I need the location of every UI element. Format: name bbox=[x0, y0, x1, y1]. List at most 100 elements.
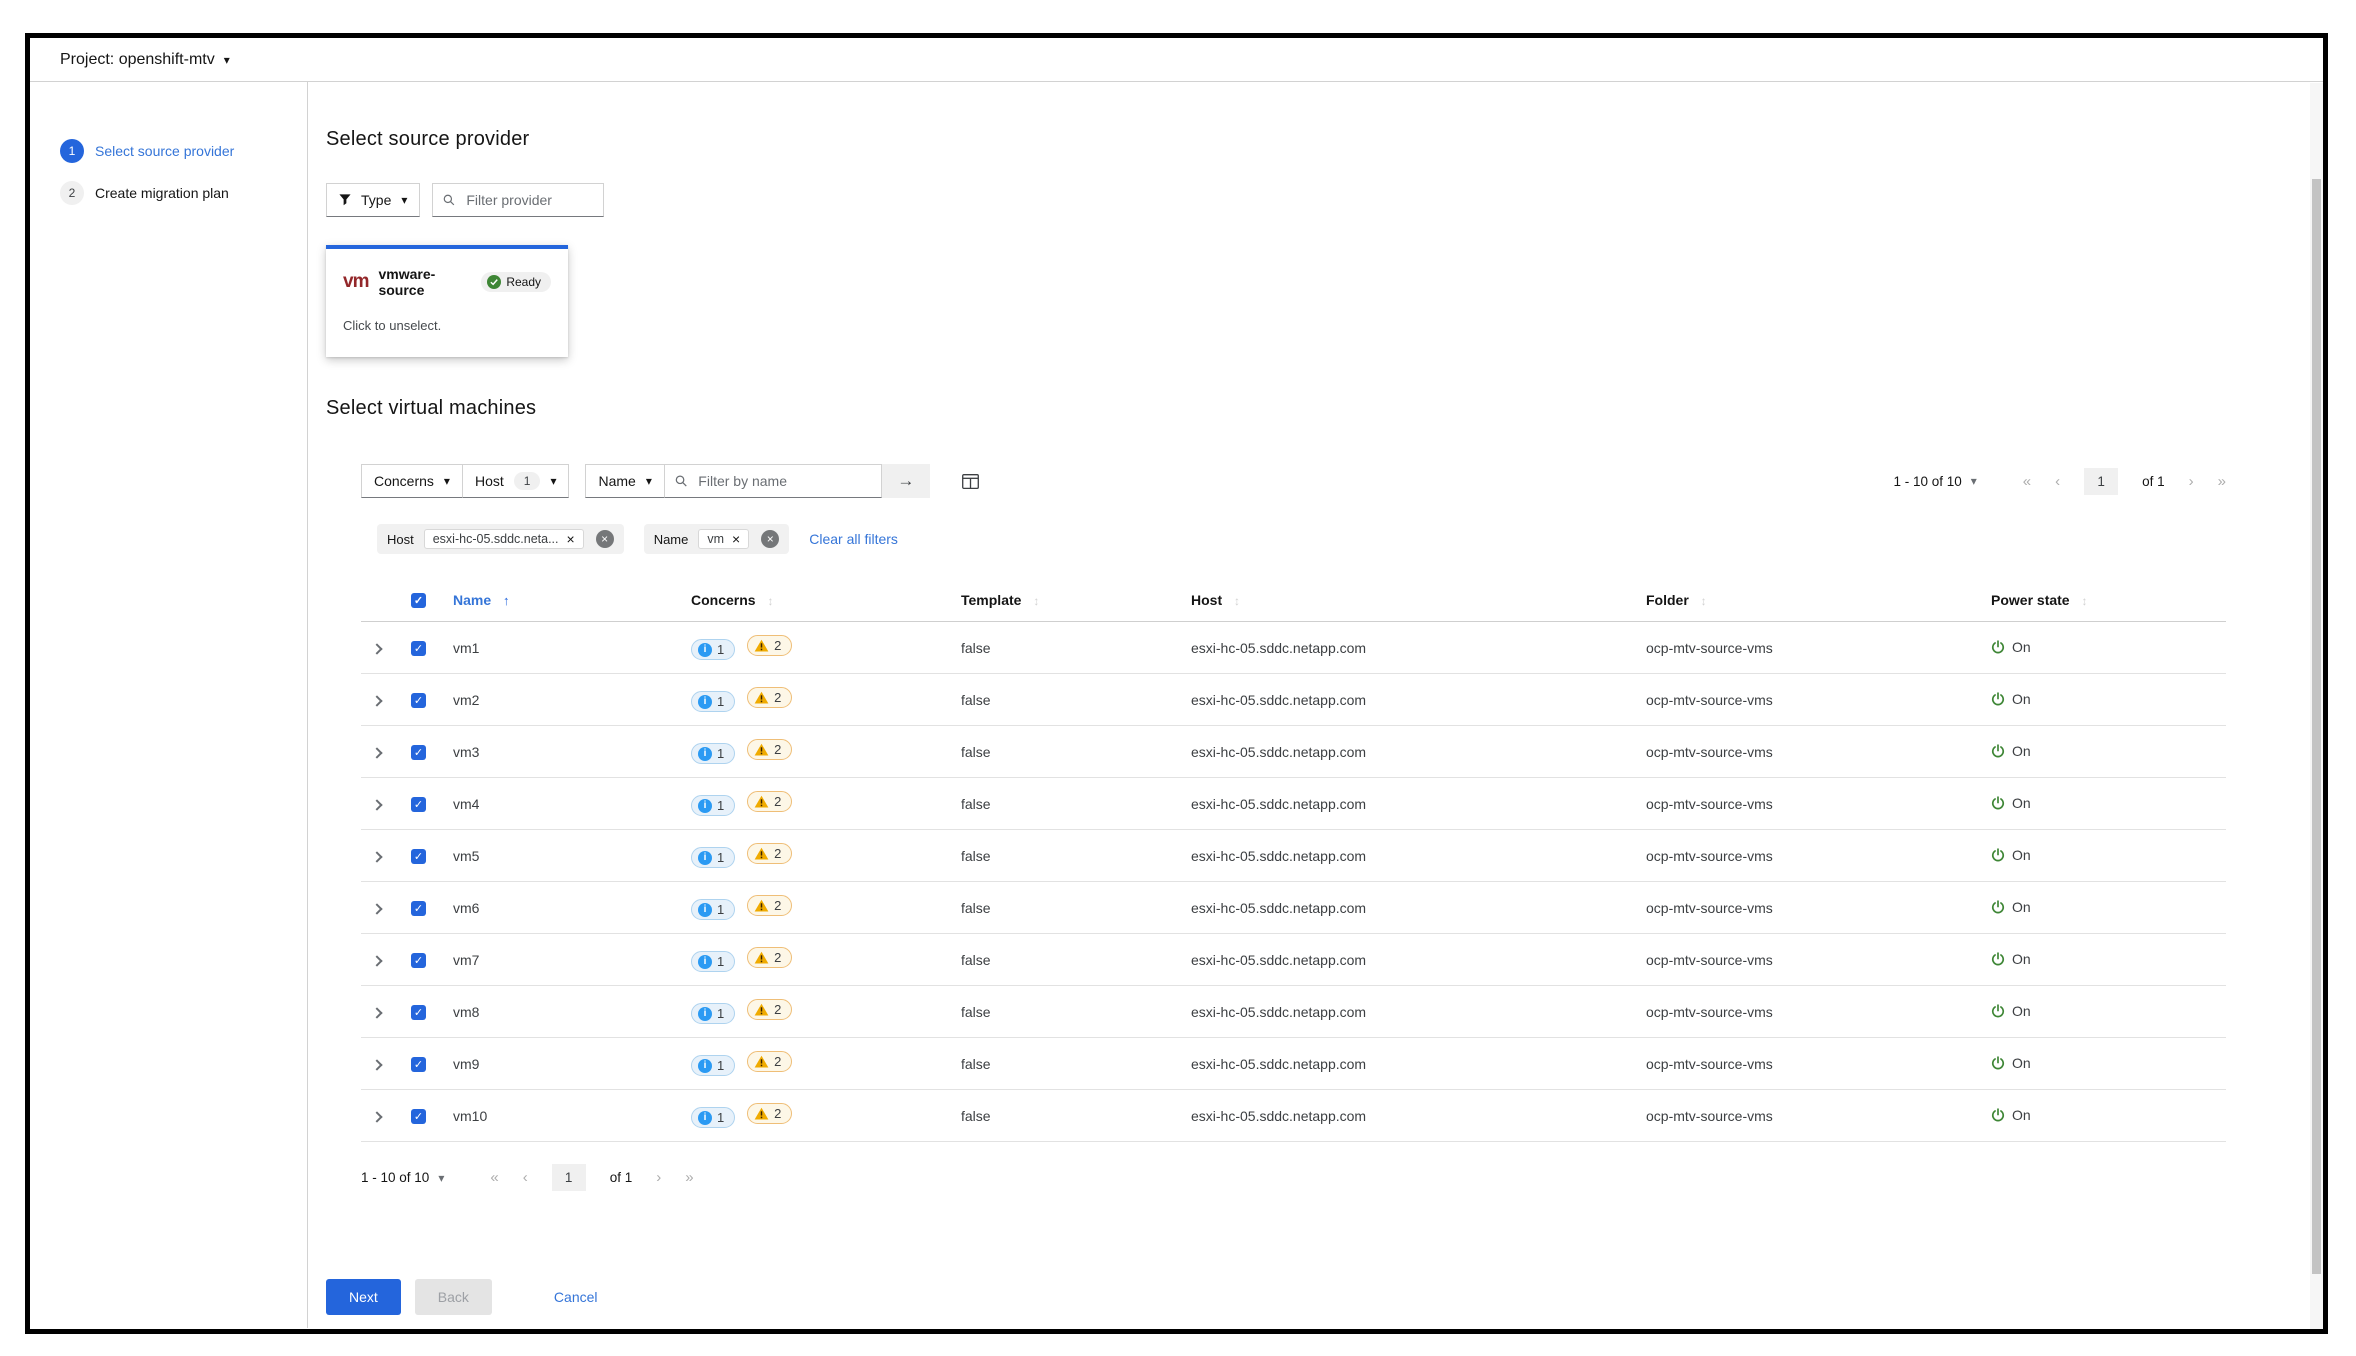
warning-triangle-icon bbox=[754, 899, 769, 912]
template-cell: false bbox=[961, 1037, 1191, 1090]
status-badge: Ready bbox=[481, 272, 551, 292]
column-header-folder-label: Folder bbox=[1646, 591, 1689, 608]
vm-name-cell: vm4 bbox=[453, 777, 691, 830]
template-cell: false bbox=[961, 881, 1191, 934]
last-page-button[interactable]: » bbox=[2217, 472, 2226, 490]
info-icon: i bbox=[698, 902, 712, 917]
host-value: esxi-hc-05.sddc.netapp.com bbox=[1191, 899, 1367, 916]
wizard-step-select-source-provider[interactable]: 1 Select source provider bbox=[30, 130, 307, 172]
expand-row-chevron-icon[interactable] bbox=[371, 642, 383, 655]
previous-page-button[interactable]: ‹ bbox=[2055, 472, 2061, 490]
expand-row-chevron-icon[interactable] bbox=[371, 798, 383, 811]
row-checkbox[interactable]: ✓ bbox=[411, 745, 426, 760]
vm-table: ✓ Name ↑ Concerns ↕ Template bbox=[361, 578, 2226, 1142]
row-checkbox[interactable]: ✓ bbox=[411, 641, 426, 656]
column-header-name[interactable]: Name ↑ bbox=[453, 578, 691, 622]
concerns-filter-select[interactable]: Concerns ▾ bbox=[361, 464, 463, 498]
previous-page-button[interactable]: ‹ bbox=[522, 1169, 528, 1186]
last-page-button[interactable]: » bbox=[685, 1169, 694, 1186]
row-checkbox[interactable]: ✓ bbox=[411, 849, 426, 864]
provider-search-input[interactable] bbox=[464, 191, 594, 209]
vm-search-input[interactable] bbox=[696, 472, 871, 490]
column-header-host[interactable]: Host ↕ bbox=[1191, 578, 1646, 622]
checkbox-cell: ✓ bbox=[411, 673, 453, 726]
row-checkbox[interactable]: ✓ bbox=[411, 953, 426, 968]
current-page-input[interactable]: 1 bbox=[2084, 467, 2119, 495]
cancel-link[interactable]: Cancel bbox=[553, 1289, 598, 1305]
expand-row-chevron-icon[interactable] bbox=[371, 1110, 383, 1123]
next-page-button[interactable]: › bbox=[656, 1169, 662, 1186]
row-checkbox[interactable]: ✓ bbox=[411, 1057, 426, 1072]
current-page-input[interactable]: 1 bbox=[551, 1164, 586, 1191]
warning-concern-badge: 2 bbox=[747, 895, 793, 916]
template-value: false bbox=[961, 1003, 991, 1020]
concerns-cell: i 1 2 bbox=[691, 881, 961, 934]
clear-all-filters-link[interactable]: Clear all filters bbox=[809, 531, 898, 547]
pagination-range-menu[interactable]: 1 - 10 of 10 ▾ bbox=[361, 1170, 444, 1185]
expand-row-chevron-icon[interactable] bbox=[371, 850, 383, 863]
expand-row-chevron-icon[interactable] bbox=[371, 954, 383, 967]
provider-filter-toolbar: Type ▾ bbox=[326, 183, 2323, 217]
expand-row-chevron-icon[interactable] bbox=[371, 1006, 383, 1019]
column-header-power-state[interactable]: Power state ↕ bbox=[1991, 578, 2226, 622]
first-page-button[interactable]: « bbox=[2022, 472, 2032, 490]
select-all-checkbox-cell: ✓ bbox=[411, 578, 453, 622]
next-button[interactable]: Next bbox=[326, 1279, 401, 1315]
vm-name-cell: vm1 bbox=[453, 621, 691, 674]
power-state-cell: On bbox=[1991, 933, 2226, 986]
host-filter-select[interactable]: Host 1 ▾ bbox=[461, 464, 570, 498]
wizard-step-create-migration-plan[interactable]: 2 Create migration plan bbox=[30, 172, 307, 214]
folder-value: ocp-mtv-source-vms bbox=[1646, 795, 1773, 812]
top-bar: Project: openshift-mtv ▾ bbox=[30, 38, 2323, 82]
host-cell: esxi-hc-05.sddc.netapp.com bbox=[1191, 725, 1646, 778]
scrollbar-thumb[interactable] bbox=[2312, 179, 2321, 1274]
column-header-concerns[interactable]: Concerns ↕ bbox=[691, 578, 961, 622]
host-value: esxi-hc-05.sddc.netapp.com bbox=[1191, 639, 1367, 656]
type-filter-select[interactable]: Type ▾ bbox=[326, 183, 421, 217]
row-checkbox[interactable]: ✓ bbox=[411, 1005, 426, 1020]
power-state-value: On bbox=[2012, 846, 2031, 863]
expand-row-chevron-icon[interactable] bbox=[371, 694, 383, 707]
expand-row-chevron-icon[interactable] bbox=[371, 1058, 383, 1071]
expand-row-chevron-icon[interactable] bbox=[371, 746, 383, 759]
vm-name: vm2 bbox=[453, 691, 480, 708]
project-selector[interactable]: Project: openshift-mtv ▾ bbox=[60, 51, 230, 69]
pagination-range-menu[interactable]: 1 - 10 of 10 ▾ bbox=[1893, 474, 1976, 489]
power-state-cell: On bbox=[1991, 621, 2226, 674]
vertical-scrollbar[interactable] bbox=[2310, 83, 2323, 1329]
column-header-template[interactable]: Template ↕ bbox=[961, 578, 1191, 622]
host-value: esxi-hc-05.sddc.netapp.com bbox=[1191, 847, 1367, 864]
info-concern-count: 1 bbox=[717, 1058, 725, 1073]
clear-name-filter-button[interactable]: × bbox=[761, 530, 780, 548]
columns-icon bbox=[961, 473, 979, 489]
info-icon: i bbox=[698, 954, 712, 969]
row-checkbox[interactable]: ✓ bbox=[411, 693, 426, 708]
template-cell: false bbox=[961, 621, 1191, 674]
info-concern-badge: i 1 bbox=[691, 1003, 736, 1024]
vm-name-cell: vm3 bbox=[453, 725, 691, 778]
info-concern-count: 1 bbox=[717, 954, 725, 969]
select-all-checkbox[interactable]: ✓ bbox=[411, 593, 426, 608]
row-checkbox[interactable]: ✓ bbox=[411, 901, 426, 916]
clear-host-filter-button[interactable]: × bbox=[595, 530, 614, 548]
power-state-value: On bbox=[2012, 1106, 2031, 1123]
warning-concern-badge: 2 bbox=[747, 843, 793, 864]
first-page-button[interactable]: « bbox=[490, 1169, 499, 1186]
row-checkbox[interactable]: ✓ bbox=[411, 1109, 426, 1124]
info-concern-badge: i 1 bbox=[691, 795, 736, 816]
manage-columns-button[interactable] bbox=[958, 470, 983, 493]
remove-name-chip-icon[interactable]: × bbox=[732, 531, 741, 547]
next-page-button[interactable]: › bbox=[2188, 472, 2194, 490]
provider-card-vmware-source[interactable]: vm vmware-source Ready Click to unselect… bbox=[326, 245, 568, 357]
remove-host-chip-icon[interactable]: × bbox=[566, 531, 575, 547]
warning-triangle-icon bbox=[754, 951, 769, 964]
row-checkbox[interactable]: ✓ bbox=[411, 797, 426, 812]
column-header-folder[interactable]: Folder ↕ bbox=[1646, 578, 1991, 622]
name-filter-select[interactable]: Name ▾ bbox=[585, 464, 665, 498]
apply-filter-button[interactable]: → bbox=[881, 464, 930, 498]
expand-row-chevron-icon[interactable] bbox=[371, 902, 383, 915]
expand-cell bbox=[361, 881, 411, 934]
info-icon: i bbox=[698, 694, 712, 709]
host-cell: esxi-hc-05.sddc.netapp.com bbox=[1191, 933, 1646, 986]
vm-name: vm8 bbox=[453, 1003, 480, 1020]
